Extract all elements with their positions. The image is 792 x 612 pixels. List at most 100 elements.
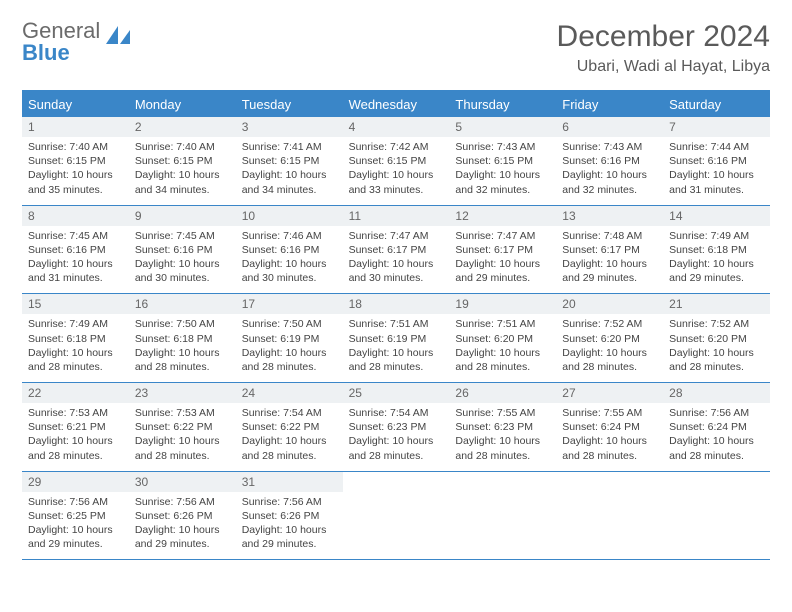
day-number-row: 293031: [22, 472, 770, 492]
day-number: 10: [236, 206, 343, 226]
day-details: Sunrise: 7:56 AMSunset: 6:26 PMDaylight:…: [236, 492, 343, 560]
day-number: 27: [556, 383, 663, 403]
day-number: 28: [663, 383, 770, 403]
day-details: Sunrise: 7:47 AMSunset: 6:17 PMDaylight:…: [449, 226, 556, 294]
weekday-wednesday: Wednesday: [343, 92, 450, 117]
day-number: 6: [556, 117, 663, 137]
day-number-row: 1234567: [22, 117, 770, 137]
day-details: Sunrise: 7:55 AMSunset: 6:23 PMDaylight:…: [449, 403, 556, 471]
day-number-row: 15161718192021: [22, 294, 770, 314]
day-details: Sunrise: 7:56 AMSunset: 6:25 PMDaylight:…: [22, 492, 129, 560]
day-details: Sunrise: 7:45 AMSunset: 6:16 PMDaylight:…: [22, 226, 129, 294]
day-number: 31: [236, 472, 343, 492]
logo-sail-icon: [104, 24, 132, 46]
day-number: 8: [22, 206, 129, 226]
day-details: Sunrise: 7:53 AMSunset: 6:22 PMDaylight:…: [129, 403, 236, 471]
calendar: Sunday Monday Tuesday Wednesday Thursday…: [22, 90, 770, 560]
day-number: 14: [663, 206, 770, 226]
day-details: Sunrise: 7:43 AMSunset: 6:16 PMDaylight:…: [556, 137, 663, 205]
day-details: Sunrise: 7:52 AMSunset: 6:20 PMDaylight:…: [556, 314, 663, 382]
day-details: Sunrise: 7:54 AMSunset: 6:23 PMDaylight:…: [343, 403, 450, 471]
day-number-row: 891011121314: [22, 206, 770, 226]
day-number: 12: [449, 206, 556, 226]
day-details: Sunrise: 7:56 AMSunset: 6:24 PMDaylight:…: [663, 403, 770, 471]
day-details: Sunrise: 7:54 AMSunset: 6:22 PMDaylight:…: [236, 403, 343, 471]
day-number: [343, 472, 450, 492]
week-row: 15161718192021Sunrise: 7:49 AMSunset: 6:…: [22, 294, 770, 383]
day-details: Sunrise: 7:40 AMSunset: 6:15 PMDaylight:…: [22, 137, 129, 205]
weekday-saturday: Saturday: [663, 92, 770, 117]
day-number: 15: [22, 294, 129, 314]
weekday-monday: Monday: [129, 92, 236, 117]
day-number: 13: [556, 206, 663, 226]
day-body-row: Sunrise: 7:56 AMSunset: 6:25 PMDaylight:…: [22, 492, 770, 560]
day-details: Sunrise: 7:49 AMSunset: 6:18 PMDaylight:…: [22, 314, 129, 382]
day-details: Sunrise: 7:40 AMSunset: 6:15 PMDaylight:…: [129, 137, 236, 205]
day-details: [663, 492, 770, 560]
day-details: Sunrise: 7:42 AMSunset: 6:15 PMDaylight:…: [343, 137, 450, 205]
day-number: 11: [343, 206, 450, 226]
day-details: Sunrise: 7:46 AMSunset: 6:16 PMDaylight:…: [236, 226, 343, 294]
weekday-friday: Friday: [556, 92, 663, 117]
day-details: Sunrise: 7:51 AMSunset: 6:20 PMDaylight:…: [449, 314, 556, 382]
day-details: Sunrise: 7:43 AMSunset: 6:15 PMDaylight:…: [449, 137, 556, 205]
day-number: 16: [129, 294, 236, 314]
day-number: 22: [22, 383, 129, 403]
day-details: Sunrise: 7:50 AMSunset: 6:18 PMDaylight:…: [129, 314, 236, 382]
day-number: 29: [22, 472, 129, 492]
day-details: Sunrise: 7:50 AMSunset: 6:19 PMDaylight:…: [236, 314, 343, 382]
logo-part2: Blue: [22, 40, 70, 65]
day-number: 20: [556, 294, 663, 314]
day-number: 26: [449, 383, 556, 403]
day-number: 18: [343, 294, 450, 314]
day-details: Sunrise: 7:47 AMSunset: 6:17 PMDaylight:…: [343, 226, 450, 294]
weeks-container: 1234567Sunrise: 7:40 AMSunset: 6:15 PMDa…: [22, 117, 770, 560]
day-body-row: Sunrise: 7:40 AMSunset: 6:15 PMDaylight:…: [22, 137, 770, 205]
day-details: [343, 492, 450, 560]
day-number: 3: [236, 117, 343, 137]
day-details: [449, 492, 556, 560]
day-number: 9: [129, 206, 236, 226]
day-details: [556, 492, 663, 560]
day-number: 19: [449, 294, 556, 314]
day-number: 5: [449, 117, 556, 137]
week-row: 1234567Sunrise: 7:40 AMSunset: 6:15 PMDa…: [22, 117, 770, 206]
week-row: 293031Sunrise: 7:56 AMSunset: 6:25 PMDay…: [22, 472, 770, 561]
location: Ubari, Wadi al Hayat, Libya: [557, 58, 770, 76]
day-number: 17: [236, 294, 343, 314]
day-details: Sunrise: 7:41 AMSunset: 6:15 PMDaylight:…: [236, 137, 343, 205]
day-number: 30: [129, 472, 236, 492]
logo: General Blue: [22, 20, 132, 64]
day-details: Sunrise: 7:51 AMSunset: 6:19 PMDaylight:…: [343, 314, 450, 382]
day-number: 7: [663, 117, 770, 137]
weekday-thursday: Thursday: [449, 92, 556, 117]
logo-text: General Blue: [22, 20, 100, 64]
day-body-row: Sunrise: 7:45 AMSunset: 6:16 PMDaylight:…: [22, 226, 770, 294]
day-details: Sunrise: 7:44 AMSunset: 6:16 PMDaylight:…: [663, 137, 770, 205]
day-number: 1: [22, 117, 129, 137]
day-details: Sunrise: 7:55 AMSunset: 6:24 PMDaylight:…: [556, 403, 663, 471]
day-details: Sunrise: 7:52 AMSunset: 6:20 PMDaylight:…: [663, 314, 770, 382]
day-body-row: Sunrise: 7:49 AMSunset: 6:18 PMDaylight:…: [22, 314, 770, 382]
day-details: Sunrise: 7:56 AMSunset: 6:26 PMDaylight:…: [129, 492, 236, 560]
day-number-row: 22232425262728: [22, 383, 770, 403]
day-number: [556, 472, 663, 492]
day-number: [449, 472, 556, 492]
day-number: 23: [129, 383, 236, 403]
day-number: 21: [663, 294, 770, 314]
day-details: Sunrise: 7:45 AMSunset: 6:16 PMDaylight:…: [129, 226, 236, 294]
day-details: Sunrise: 7:53 AMSunset: 6:21 PMDaylight:…: [22, 403, 129, 471]
month-title: December 2024: [557, 20, 770, 54]
header: General Blue December 2024 Ubari, Wadi a…: [22, 20, 770, 76]
day-details: Sunrise: 7:49 AMSunset: 6:18 PMDaylight:…: [663, 226, 770, 294]
weekday-header: Sunday Monday Tuesday Wednesday Thursday…: [22, 92, 770, 117]
day-number: 4: [343, 117, 450, 137]
weekday-tuesday: Tuesday: [236, 92, 343, 117]
day-number: 2: [129, 117, 236, 137]
day-number: 25: [343, 383, 450, 403]
title-block: December 2024 Ubari, Wadi al Hayat, Liby…: [557, 20, 770, 76]
week-row: 22232425262728Sunrise: 7:53 AMSunset: 6:…: [22, 383, 770, 472]
day-body-row: Sunrise: 7:53 AMSunset: 6:21 PMDaylight:…: [22, 403, 770, 471]
day-number: 24: [236, 383, 343, 403]
weekday-sunday: Sunday: [22, 92, 129, 117]
